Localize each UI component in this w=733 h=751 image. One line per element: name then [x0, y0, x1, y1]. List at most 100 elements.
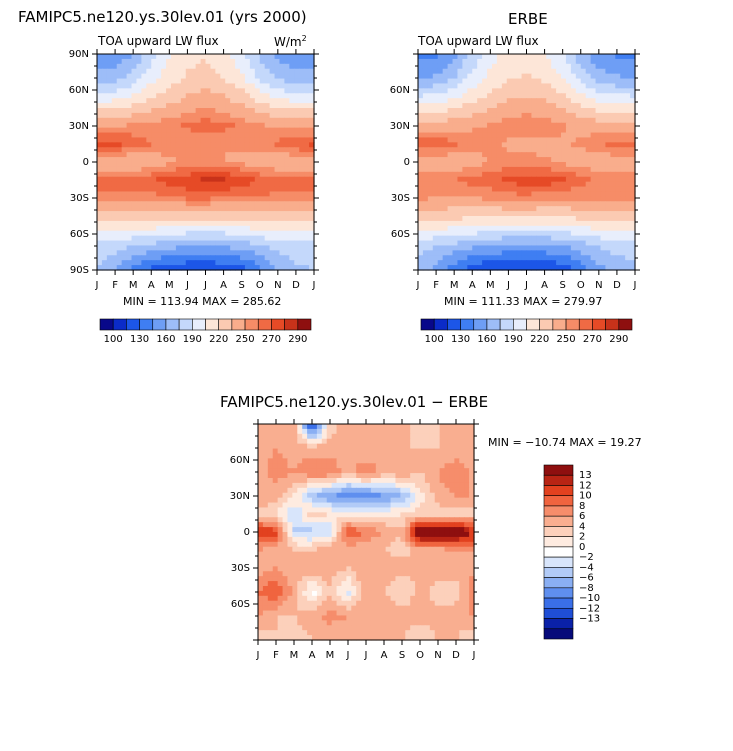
panel1-cell	[205, 157, 212, 163]
panel1-cell	[136, 255, 142, 261]
panel1-cell	[141, 112, 147, 119]
panel1-cell	[274, 152, 281, 158]
panel1-cell	[215, 216, 221, 222]
panel2-cell	[551, 191, 557, 197]
panel1-cell	[244, 108, 251, 114]
panel1-cell	[210, 211, 216, 217]
panel3-cell	[375, 463, 382, 469]
panel2-cell	[605, 176, 611, 183]
panel2-cell	[418, 68, 424, 75]
panel2-cell	[605, 245, 611, 251]
panel1-cell	[101, 250, 108, 256]
panel2-cell	[546, 78, 552, 85]
panel1-cell	[121, 225, 128, 232]
panel2-cell	[625, 260, 631, 266]
panel3-cell	[277, 492, 284, 499]
panel1-cell	[190, 147, 197, 153]
panel1-cell	[254, 171, 261, 178]
panel3-cell	[292, 433, 298, 440]
panel1-cell	[215, 196, 221, 202]
panel1-cell	[284, 152, 290, 158]
panel2-cell	[531, 127, 537, 134]
panel1-cell	[299, 103, 305, 109]
panel3-cell	[267, 424, 274, 430]
panel3-cell	[282, 438, 289, 445]
panel3-cell	[366, 492, 372, 499]
panel1-cell	[249, 117, 256, 124]
panel1-cell	[240, 112, 246, 119]
panel2-cell	[477, 93, 483, 99]
panel2-cell	[491, 162, 498, 168]
panel1-cell	[269, 88, 276, 94]
panel2-cell	[580, 68, 587, 75]
panel2-cell	[541, 98, 547, 104]
panel2-cell	[447, 176, 454, 183]
panel2-cell	[511, 83, 518, 89]
panel1-cell	[254, 157, 261, 163]
panel1-cell	[136, 220, 142, 227]
panel1-cell	[210, 103, 216, 109]
panel1-cell	[136, 225, 142, 232]
panel3-cell	[312, 527, 318, 533]
panel3-cell	[361, 487, 367, 494]
panel3-cell	[434, 428, 441, 435]
panel1-cell	[299, 186, 305, 193]
panel1-cell	[185, 63, 192, 70]
panel2-cell	[442, 230, 449, 237]
panel1-cell	[156, 152, 162, 158]
panel2-cell	[462, 162, 468, 168]
panel2-cell	[546, 171, 552, 178]
panel1-cell	[185, 54, 192, 60]
panel1-cell	[259, 63, 266, 70]
panel2-cell	[501, 147, 508, 153]
panel1-cell	[185, 58, 192, 65]
panel2-cell	[437, 191, 444, 197]
panel3-cell	[405, 512, 411, 518]
panel1-cell	[131, 132, 138, 139]
panel1-cell	[309, 117, 315, 124]
panel1-cell	[215, 58, 221, 65]
panel1-cell	[200, 181, 207, 188]
panel1-cell	[200, 147, 207, 153]
panel2-cell	[561, 108, 567, 114]
panel1-units-text: W/m	[274, 35, 302, 49]
panel1-cell	[106, 166, 113, 173]
panel2-cell	[477, 142, 483, 148]
panel2-cell	[590, 108, 597, 114]
panel3-cell	[454, 463, 460, 469]
panel2-cell	[580, 166, 587, 173]
panel2-cell	[590, 206, 597, 212]
panel1-cell	[156, 78, 162, 85]
panel2-cell	[620, 166, 626, 173]
panel2-cell	[531, 166, 537, 173]
panel2-cell	[546, 201, 552, 207]
panel1-cell	[151, 225, 157, 232]
panel1-cell	[146, 220, 152, 227]
panel2-cell	[605, 93, 611, 99]
panel1-cell	[131, 108, 138, 114]
panel3-cell	[346, 512, 352, 518]
panel2-cell	[570, 255, 577, 261]
panel2-cell	[521, 181, 528, 188]
panel3-cell	[277, 458, 284, 464]
panel2-cell	[491, 157, 498, 163]
panel1-cell	[175, 235, 182, 242]
panel1-cell	[294, 186, 300, 193]
panel2-cell	[457, 196, 463, 202]
panel3-cell	[366, 438, 372, 445]
panel1-cell	[240, 162, 246, 168]
panel1-cell	[151, 103, 157, 109]
panel1-cell	[131, 265, 138, 271]
panel1-cell	[220, 211, 226, 217]
panel1-cell	[240, 265, 246, 271]
panel1-cell	[136, 73, 142, 80]
panel2-cell	[437, 220, 444, 227]
panel1-cell	[254, 122, 261, 129]
panel1-cell	[190, 176, 197, 183]
panel1-cell	[235, 220, 241, 227]
panel1-cell	[254, 142, 261, 148]
panel3-cell	[336, 453, 343, 459]
panel2-cell	[501, 201, 508, 207]
panel1-cell	[175, 147, 182, 153]
panel1-cell	[205, 171, 212, 178]
